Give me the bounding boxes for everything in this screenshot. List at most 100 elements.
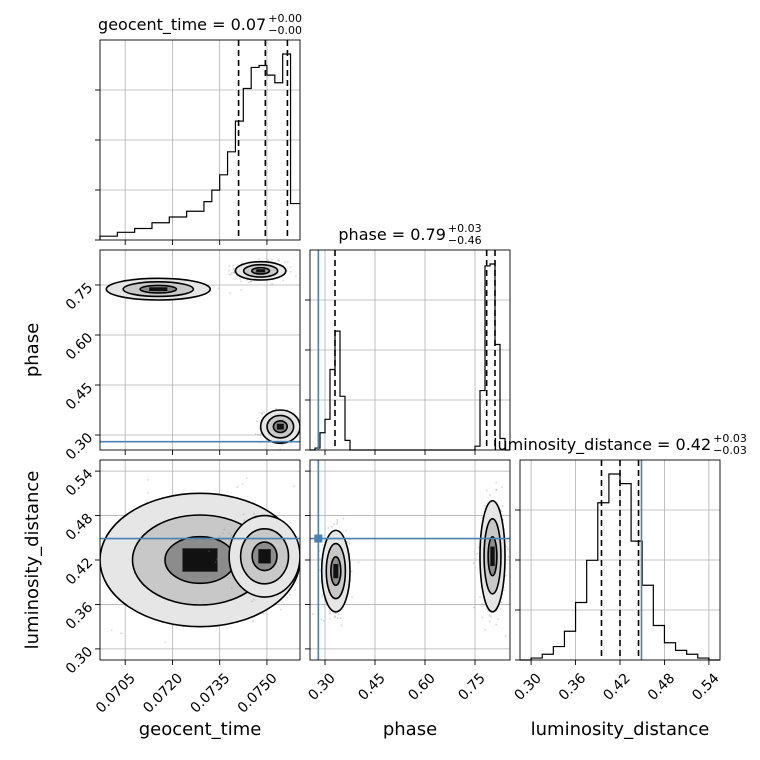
sample-point bbox=[334, 615, 336, 617]
sample-point bbox=[228, 265, 231, 268]
sample-point bbox=[504, 635, 507, 638]
sample-point bbox=[289, 593, 291, 596]
contour-line-0 bbox=[479, 499, 506, 613]
sample-point bbox=[228, 269, 230, 272]
sample-point bbox=[499, 608, 502, 610]
contour-line-0 bbox=[320, 529, 351, 613]
y-tick-label: 0.30 bbox=[63, 430, 96, 463]
sample-point bbox=[301, 430, 303, 432]
y-axis-label-luminosity-distance: luminosity_distance bbox=[22, 471, 43, 650]
sample-point bbox=[232, 267, 235, 270]
sample-point bbox=[489, 494, 492, 496]
sample-point bbox=[259, 434, 261, 437]
title-text: luminosity_distance = 0.42 bbox=[493, 435, 711, 455]
sample-point bbox=[274, 458, 276, 460]
sample-point bbox=[254, 433, 257, 435]
sample-point bbox=[318, 568, 321, 571]
contour-line-2 bbox=[330, 556, 342, 587]
sample-point bbox=[281, 444, 284, 446]
contour-line-1 bbox=[266, 414, 295, 439]
sample-point bbox=[258, 411, 261, 414]
sample-point bbox=[276, 259, 279, 262]
sample-point bbox=[479, 596, 482, 599]
sample-point bbox=[332, 523, 335, 526]
sample-point bbox=[110, 629, 113, 632]
sample-point bbox=[92, 574, 94, 576]
sample-point bbox=[351, 596, 353, 598]
sample-point bbox=[263, 410, 265, 413]
sample-point bbox=[303, 560, 305, 562]
sample-point bbox=[232, 264, 235, 267]
sample-point bbox=[147, 478, 150, 481]
sample-point bbox=[481, 616, 484, 619]
sample-point bbox=[495, 488, 498, 491]
hist-panel-phase: phase = 0.79 +0.03−0.46 bbox=[305, 222, 511, 455]
sample-point bbox=[95, 623, 97, 625]
sample-point bbox=[52, 286, 54, 288]
y-tick-label: 0.60 bbox=[63, 330, 96, 363]
sample-point bbox=[240, 280, 242, 283]
sample-point bbox=[303, 543, 305, 545]
sample-point bbox=[477, 546, 480, 549]
sample-point bbox=[505, 545, 508, 548]
sample-point bbox=[232, 268, 235, 271]
density-peak bbox=[149, 287, 168, 292]
x-tick-label: 0.60 bbox=[405, 670, 438, 703]
sample-point bbox=[472, 562, 475, 565]
contour-line-2 bbox=[251, 541, 278, 572]
sample-point bbox=[504, 574, 507, 577]
sample-point bbox=[256, 433, 259, 436]
density-peak bbox=[490, 546, 495, 567]
sample-point bbox=[482, 604, 485, 606]
sample-point bbox=[312, 581, 314, 583]
sample-point bbox=[500, 601, 503, 604]
sample-point bbox=[245, 477, 248, 480]
contour-line-2 bbox=[251, 266, 271, 275]
sample-point bbox=[220, 559, 223, 561]
sample-point bbox=[490, 615, 493, 618]
sample-point bbox=[473, 606, 475, 609]
sample-point bbox=[321, 596, 324, 598]
hist-panel-geocent_time: geocent_time = 0.07 +0.00−0.00 bbox=[95, 12, 302, 245]
sample-point bbox=[344, 529, 347, 532]
x-tick-label: 0.45 bbox=[355, 670, 388, 703]
sample-point bbox=[294, 588, 296, 591]
y-tick-label: 0.42 bbox=[63, 555, 96, 588]
sample-point bbox=[223, 566, 226, 569]
sample-point bbox=[350, 570, 353, 573]
sample-point bbox=[484, 628, 487, 631]
histogram-geocent_time bbox=[99, 53, 300, 240]
sample-point bbox=[228, 273, 231, 276]
sample-point bbox=[217, 287, 220, 290]
panel-content bbox=[310, 460, 510, 660]
sample-point bbox=[262, 612, 265, 615]
x-tick-label: 0.0720 bbox=[140, 670, 186, 716]
sample-point bbox=[289, 270, 292, 273]
sample-point bbox=[312, 613, 314, 615]
density-peak bbox=[258, 549, 271, 564]
sample-point bbox=[476, 552, 479, 555]
density-peak bbox=[276, 423, 284, 430]
sample-point bbox=[304, 425, 306, 427]
sample-point bbox=[231, 271, 234, 274]
sample-point bbox=[289, 266, 292, 268]
sample-point bbox=[286, 596, 289, 599]
sample-point bbox=[282, 279, 285, 282]
sample-point bbox=[319, 557, 321, 560]
sample-point bbox=[208, 550, 211, 553]
sample-point bbox=[252, 598, 255, 601]
sample-point bbox=[252, 620, 255, 622]
panel-title-phase: phase = 0.79 +0.03−0.46 bbox=[338, 222, 481, 247]
sample-point bbox=[330, 526, 333, 528]
sample-point bbox=[217, 559, 219, 562]
title-minus: −0.00 bbox=[268, 24, 302, 37]
sample-point bbox=[342, 517, 345, 520]
contour-line-1 bbox=[242, 263, 279, 278]
sample-point bbox=[243, 519, 246, 522]
y-tick-label: 0.36 bbox=[63, 599, 96, 632]
sample-point bbox=[261, 412, 264, 414]
sample-point bbox=[251, 600, 253, 603]
sample-point bbox=[241, 483, 244, 486]
sample-point bbox=[321, 544, 324, 547]
